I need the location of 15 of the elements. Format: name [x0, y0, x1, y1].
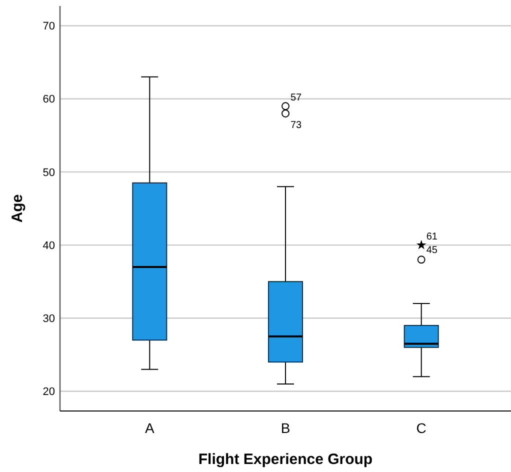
- y-axis-title: Age: [9, 194, 26, 223]
- annotation: 61: [426, 232, 438, 243]
- annotation: 57: [290, 92, 302, 104]
- y-tick-label: 50: [42, 166, 55, 179]
- y-tick-label: 60: [42, 94, 55, 106]
- x-tick-label: C: [416, 420, 426, 436]
- y-tick-label: 30: [42, 313, 55, 326]
- x-tick-label: A: [144, 420, 155, 436]
- annotation: 45: [426, 245, 438, 256]
- y-tick-label: 70: [42, 20, 55, 33]
- y-tick-label: 40: [42, 240, 55, 252]
- x-tick-label: B: [280, 420, 290, 436]
- x-axis-title: Flight Experience Group: [198, 451, 373, 468]
- annotation: 73: [290, 120, 302, 131]
- y-tick-label: 20: [42, 386, 55, 398]
